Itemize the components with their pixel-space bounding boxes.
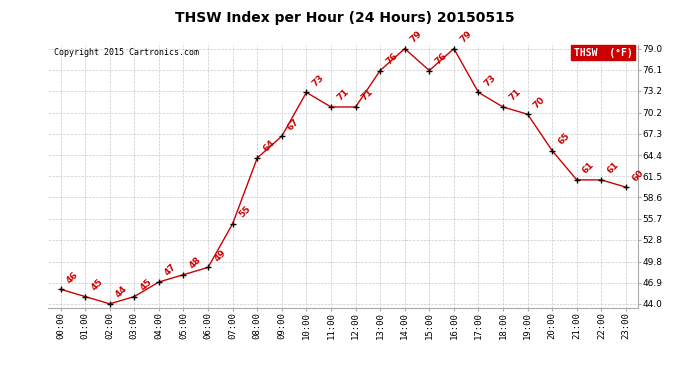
Text: 71: 71 <box>359 87 375 103</box>
Text: 61: 61 <box>606 160 621 176</box>
Text: 64: 64 <box>262 139 277 154</box>
Text: 49: 49 <box>213 248 228 263</box>
Text: 76: 76 <box>433 51 448 66</box>
Text: 71: 71 <box>335 87 351 103</box>
Text: Copyright 2015 Cartronics.com: Copyright 2015 Cartronics.com <box>55 48 199 57</box>
Text: 73: 73 <box>482 73 498 88</box>
Text: 79: 79 <box>409 29 424 45</box>
Text: 55: 55 <box>237 204 252 219</box>
Text: THSW  (°F): THSW (°F) <box>573 48 632 58</box>
Text: 67: 67 <box>286 117 302 132</box>
Text: 71: 71 <box>507 87 522 103</box>
Text: 65: 65 <box>556 131 571 147</box>
Text: 46: 46 <box>65 270 80 285</box>
Text: 45: 45 <box>139 277 154 292</box>
Text: 61: 61 <box>581 160 596 176</box>
Text: 60: 60 <box>630 168 645 183</box>
Text: 47: 47 <box>163 262 179 278</box>
Text: 76: 76 <box>384 51 400 66</box>
Text: 44: 44 <box>114 284 129 300</box>
Text: 48: 48 <box>188 255 203 270</box>
Text: 73: 73 <box>310 73 326 88</box>
Text: THSW Index per Hour (24 Hours) 20150515: THSW Index per Hour (24 Hours) 20150515 <box>175 11 515 25</box>
Text: 45: 45 <box>89 277 105 292</box>
Text: 79: 79 <box>458 29 473 45</box>
Text: 70: 70 <box>532 95 547 110</box>
